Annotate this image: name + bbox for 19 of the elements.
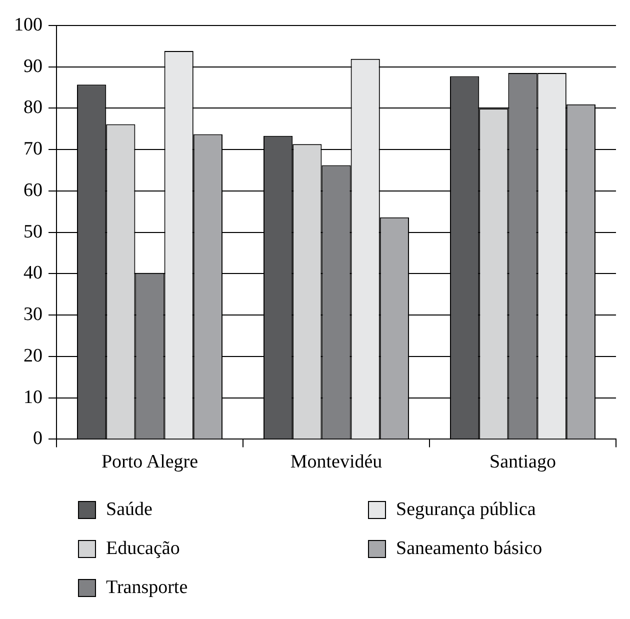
y-tick-label: 100 — [14, 14, 42, 36]
y-tick-label: 90 — [24, 56, 42, 77]
legend-label: Transporte — [106, 576, 188, 598]
x-tick-label: Montevidéu — [290, 452, 383, 473]
legend-label: Saúde — [106, 498, 152, 520]
y-tick-label: 40 — [24, 262, 42, 284]
y-tick-label: 20 — [24, 345, 42, 366]
legend-label: Saneamento básico — [396, 538, 542, 560]
y-tick-label: 30 — [24, 304, 42, 326]
x-tick-label: Santiago — [490, 452, 556, 473]
legend-label: Segurança pública — [396, 498, 536, 520]
y-tick-label: 50 — [24, 221, 42, 242]
y-tick-label: 60 — [24, 180, 42, 201]
legend-label: Educação — [106, 538, 180, 560]
y-tick-label: 70 — [24, 138, 42, 160]
y-tick-label: 10 — [24, 386, 42, 408]
y-tick-label: 0 — [33, 428, 42, 450]
x-tick-label: Porto Alegre — [101, 452, 198, 473]
y-tick-label: 80 — [24, 97, 42, 118]
